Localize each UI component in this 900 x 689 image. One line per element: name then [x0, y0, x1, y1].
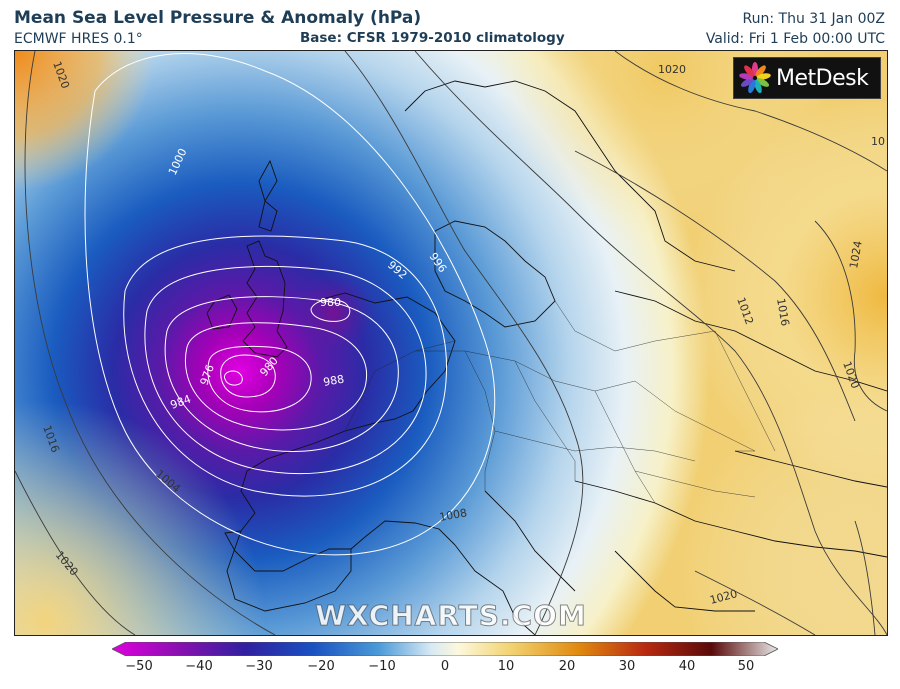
- map-canvas: 1000 992 996 980 976 980 984 988 1020 10…: [15, 51, 887, 635]
- colorbar-tick: 40: [678, 659, 696, 674]
- colorbar-tick: −40: [185, 659, 213, 674]
- secondary-low: [15, 51, 887, 635]
- logo-text: MetDesk: [776, 65, 869, 91]
- isobar-label-1008: 1008: [438, 506, 468, 524]
- country-borders: [344, 300, 776, 504]
- colorbar-tick: 30: [618, 659, 636, 674]
- colorbar-tick: 0: [440, 659, 450, 674]
- isobar-label-10: 10: [871, 135, 885, 148]
- isobars-white: [84, 53, 496, 556]
- metdesk-logo: MetDesk: [733, 57, 881, 99]
- watermark: WXCHARTS.COM: [315, 599, 587, 633]
- colorbar-scale: [112, 642, 778, 656]
- pressure-anomaly-map: 1000 992 996 980 976 980 984 988 1020 10…: [14, 50, 888, 636]
- colorbar-tick: 10: [497, 659, 515, 674]
- isobar-label-1024: 1024: [847, 240, 865, 270]
- colorbar-tick: 50: [737, 659, 755, 674]
- valid-time: Valid: Fri 1 Feb 00:00 UTC: [705, 31, 885, 47]
- colorbar-tick: −10: [368, 659, 396, 674]
- isobar-label-1020-north: 1020: [658, 63, 686, 76]
- colorbar-tick: 20: [558, 659, 576, 674]
- isobars-dark: [15, 51, 887, 635]
- colorbar-tick: −30: [245, 659, 273, 674]
- isobar-label-980-east: 980: [320, 296, 341, 309]
- sunburst-icon: [739, 62, 771, 94]
- isobar-label-988: 988: [322, 373, 345, 389]
- climatology-base: Base: CFSR 1979-2010 climatology: [300, 30, 565, 46]
- colorbar-tick: −50: [125, 659, 153, 674]
- colorbar-tick: −20: [307, 659, 335, 674]
- model-name: ECMWF HRES 0.1°: [14, 31, 143, 47]
- map-title: Mean Sea Level Pressure & Anomaly (hPa): [14, 8, 422, 28]
- run-time: Run: Thu 31 Jan 00Z: [742, 11, 885, 27]
- colorbar: [112, 642, 778, 656]
- isobar-label-1016-east: 1016: [774, 297, 792, 327]
